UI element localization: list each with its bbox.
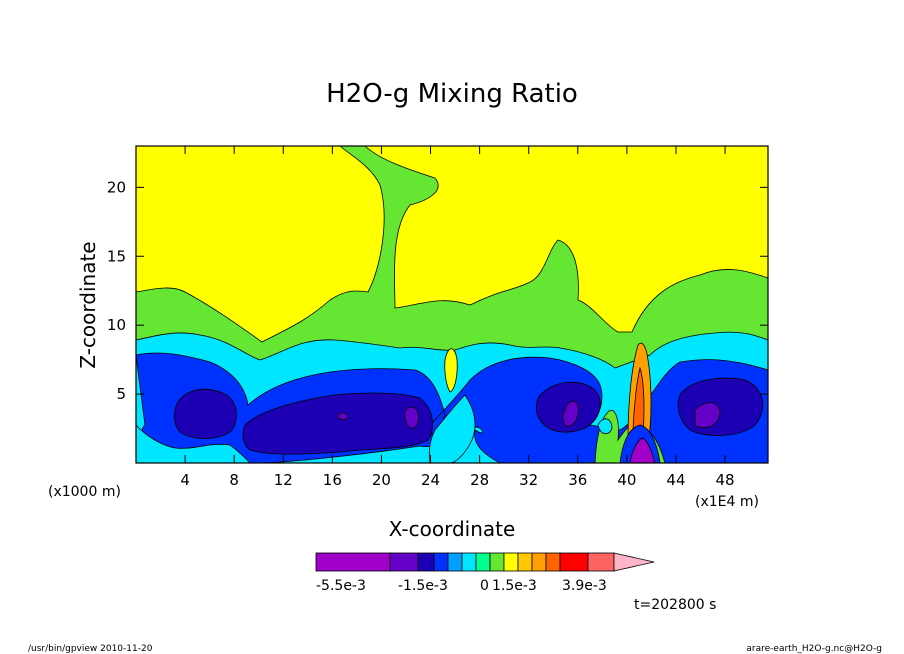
x-tick-label: 40 <box>617 471 636 489</box>
colorbar-label: 3.9e-3 <box>562 578 607 594</box>
colorbar-label: -5.5e-3 <box>316 578 366 594</box>
x-tick-labels: 4 8 12 16 20 24 28 32 36 40 44 48 <box>180 471 734 489</box>
colorbar-label: 0 <box>480 578 489 594</box>
y-ticks <box>136 186 768 395</box>
x-tick-label: 48 <box>716 471 735 489</box>
colorbar-label: -1.5e-3 <box>398 578 448 594</box>
plot-area <box>135 145 769 464</box>
colorbar-swatch <box>531 552 547 572</box>
contour-violet-4 <box>694 402 721 429</box>
colorbar-arrow <box>613 552 655 572</box>
y-tick-label: 15 <box>107 247 126 265</box>
x-tick-label: 24 <box>421 471 440 489</box>
colorbar-swatch <box>489 552 505 572</box>
x-unit-right: (x1E4 m) <box>695 494 759 510</box>
x-tick-label: 4 <box>180 471 190 489</box>
x-tick-label: 16 <box>323 471 342 489</box>
contour-darkblue-1 <box>174 388 237 439</box>
plot-frame <box>135 145 769 464</box>
time-label: t=202800 s <box>634 597 716 613</box>
contour-cyan-mid <box>428 394 476 464</box>
colorbar-swatch <box>559 552 589 572</box>
contour-small-cyan <box>597 418 613 435</box>
footer-left: /usr/bin/gpview 2010-11-20 <box>28 644 153 654</box>
contour-yellow-patch <box>444 348 458 393</box>
x-tick-label: 20 <box>372 471 391 489</box>
colorbar-swatch <box>389 552 419 572</box>
contour-darkblue-4 <box>677 377 764 436</box>
chart-title: H2O-g Mixing Ratio <box>326 79 578 109</box>
colorbar-swatch <box>315 552 391 572</box>
y-axis-label: Z-coordinate <box>76 241 100 368</box>
y-tick-labels: 5 10 15 20 <box>107 178 126 403</box>
colorbar-swatch <box>517 552 533 572</box>
contour-violet-1 <box>404 406 419 429</box>
x-tick-label: 28 <box>470 471 489 489</box>
x-tick-label: 32 <box>519 471 538 489</box>
colorbar <box>315 552 655 572</box>
x-unit-left: (x1000 m) <box>48 484 121 500</box>
x-ticks <box>184 146 726 463</box>
colorbar-swatch <box>503 552 519 572</box>
colorbar-labels: -5.5e-3 -1.5e-3 0 1.5e-3 3.9e-3 <box>316 578 607 594</box>
colorbar-swatch <box>475 552 491 572</box>
y-tick-label: 20 <box>107 178 126 196</box>
x-tick-label: 8 <box>229 471 239 489</box>
contour-violet-2 <box>337 412 349 421</box>
colorbar-swatch <box>587 552 615 572</box>
colorbar-swatch <box>545 552 561 572</box>
colorbar-swatch <box>433 552 449 572</box>
contour-plume-red <box>632 366 645 433</box>
y-tick-label: 10 <box>107 316 126 334</box>
x-tick-label: 12 <box>274 471 293 489</box>
colorbar-label: 1.5e-3 <box>492 578 537 594</box>
footer-right: arare-earth_H2O-g.nc@H2O-g <box>746 644 882 654</box>
x-tick-label: 36 <box>568 471 587 489</box>
x-axis-label: X-coordinate <box>389 517 516 541</box>
colorbar-swatch <box>447 552 463 572</box>
contour-cyan-bottom <box>135 423 251 464</box>
x-tick-label: 44 <box>666 471 685 489</box>
contour-darkblue-2 <box>242 392 433 455</box>
contour-plume-violet <box>629 437 656 464</box>
colorbar-swatch <box>461 552 477 572</box>
contour-violet-3 <box>562 400 579 427</box>
y-tick-label: 5 <box>116 385 126 403</box>
colorbar-swatch <box>417 552 435 572</box>
